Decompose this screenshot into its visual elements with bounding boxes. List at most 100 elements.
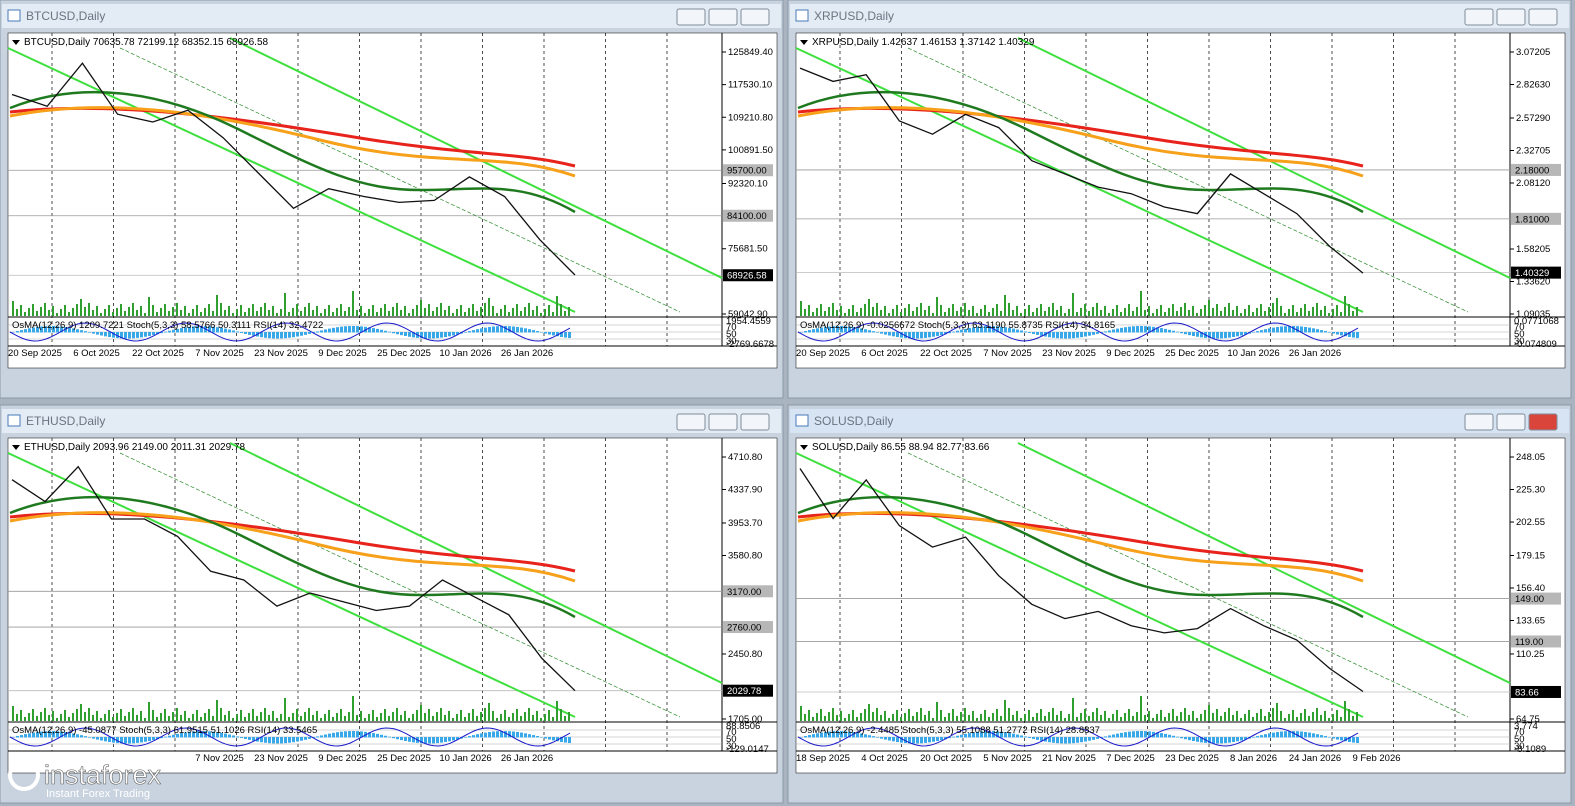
price-tick-label: 2.82630	[1516, 79, 1550, 90]
volume-bar	[176, 708, 178, 721]
maximize-button[interactable]	[708, 413, 738, 431]
volume-bar	[116, 713, 118, 721]
volume-bar	[968, 310, 970, 316]
close-button[interactable]	[1528, 8, 1558, 26]
volume-bar	[976, 313, 978, 316]
osc-bar	[564, 737, 567, 743]
volume-bar	[16, 714, 18, 721]
osc-bar	[848, 731, 851, 738]
osc-bar	[288, 737, 291, 743]
close-button[interactable]	[1528, 413, 1558, 431]
osc-bar	[1100, 332, 1103, 333]
osc-header: OsMA(12,26,9) -2.4485 Stoch(5,3,3) 55.10…	[800, 725, 1100, 736]
osc-bar	[1160, 733, 1163, 738]
minimize-button[interactable]	[676, 8, 706, 26]
volume-bar	[1272, 303, 1274, 316]
volume-bar	[556, 701, 558, 721]
osc-bar	[1252, 737, 1255, 738]
maximize-button[interactable]	[708, 8, 738, 26]
volume-bar	[224, 310, 226, 316]
volume-bar	[84, 712, 86, 721]
close-button[interactable]	[740, 8, 770, 26]
volume-bar	[844, 313, 846, 316]
maximize-button[interactable]	[1496, 413, 1526, 431]
minimize-button[interactable]	[676, 413, 706, 431]
volume-bar	[16, 309, 18, 316]
osc-bar	[116, 737, 119, 744]
minimize-button[interactable]	[1464, 8, 1494, 26]
volume-bar	[320, 718, 322, 721]
osc-bar	[420, 332, 423, 339]
osc-bar	[1060, 332, 1063, 339]
osc-bar	[1296, 731, 1299, 738]
osc-bar	[504, 326, 507, 333]
volume-bar	[1256, 308, 1258, 316]
osc-bar	[452, 737, 455, 741]
volume-bar	[480, 712, 482, 721]
chart-area	[7, 437, 778, 774]
date-label: 6 Oct 2025	[73, 348, 119, 359]
osc-bar	[516, 731, 519, 738]
volume-bar	[1028, 305, 1030, 316]
volume-bar	[812, 312, 814, 316]
osc-bar	[240, 332, 243, 333]
osc-bar	[524, 733, 527, 738]
volume-bar	[1072, 698, 1074, 721]
volume-bar	[388, 716, 390, 721]
osc-bar	[1116, 733, 1119, 738]
osc-bar	[388, 331, 391, 333]
volume-bar	[1004, 700, 1006, 721]
volume-bar	[484, 708, 486, 721]
volume-bar	[448, 711, 450, 721]
osc-tick-label: 50	[1514, 734, 1525, 745]
volume-bar	[276, 718, 278, 721]
osc-bar	[1200, 332, 1203, 338]
osc-bar	[1324, 331, 1327, 333]
volume-bar	[908, 709, 910, 721]
minimize-button[interactable]	[1464, 413, 1494, 431]
osc-bar	[312, 737, 315, 738]
volume-bar	[1036, 308, 1038, 316]
volume-bar	[1328, 313, 1330, 316]
osc-bar	[420, 737, 423, 744]
volume-bar	[808, 710, 810, 721]
price-line	[799, 468, 1364, 693]
osc-bar	[160, 737, 163, 739]
volume-bar	[1336, 710, 1338, 721]
volume-bar	[152, 710, 154, 721]
volume-bar	[1044, 311, 1046, 316]
osc-bar	[1096, 737, 1099, 739]
volume-bar	[940, 305, 942, 316]
maximize-button[interactable]	[1496, 8, 1526, 26]
volume-bar	[1228, 708, 1230, 721]
osc-bar	[824, 731, 827, 738]
volume-bar	[236, 309, 238, 316]
volume-bar	[884, 306, 886, 316]
osc-bar	[224, 733, 227, 738]
osc-bar	[80, 735, 83, 738]
osc-bar	[528, 734, 531, 738]
close-button[interactable]	[740, 413, 770, 431]
volume-bar	[64, 305, 66, 316]
volume-bar	[560, 304, 562, 316]
volume-bar	[988, 717, 990, 721]
price-tick-label: 92320.10	[728, 178, 768, 189]
osc-bar	[952, 736, 955, 738]
osc-bar	[476, 329, 479, 333]
osc-bar	[1260, 330, 1263, 333]
osc-bar	[832, 326, 835, 333]
osc-bar	[476, 734, 479, 738]
price-line	[11, 465, 576, 692]
osc-bar	[264, 332, 267, 338]
volume-bar	[1140, 696, 1142, 721]
osc-bar	[368, 732, 371, 738]
date-label: 20 Sep 2025	[8, 348, 62, 359]
osc-bar	[276, 332, 279, 339]
chart-header: ETHUSD,Daily 2093.96 2149.00 2011.31 202…	[24, 442, 246, 453]
volume-bar	[876, 303, 878, 316]
volume-bar	[1332, 309, 1334, 316]
level-label: 1.81000	[1515, 214, 1549, 225]
date-label: 5 Nov 2025	[983, 753, 1032, 764]
osc-bar	[376, 328, 379, 333]
window-icon	[795, 9, 809, 22]
